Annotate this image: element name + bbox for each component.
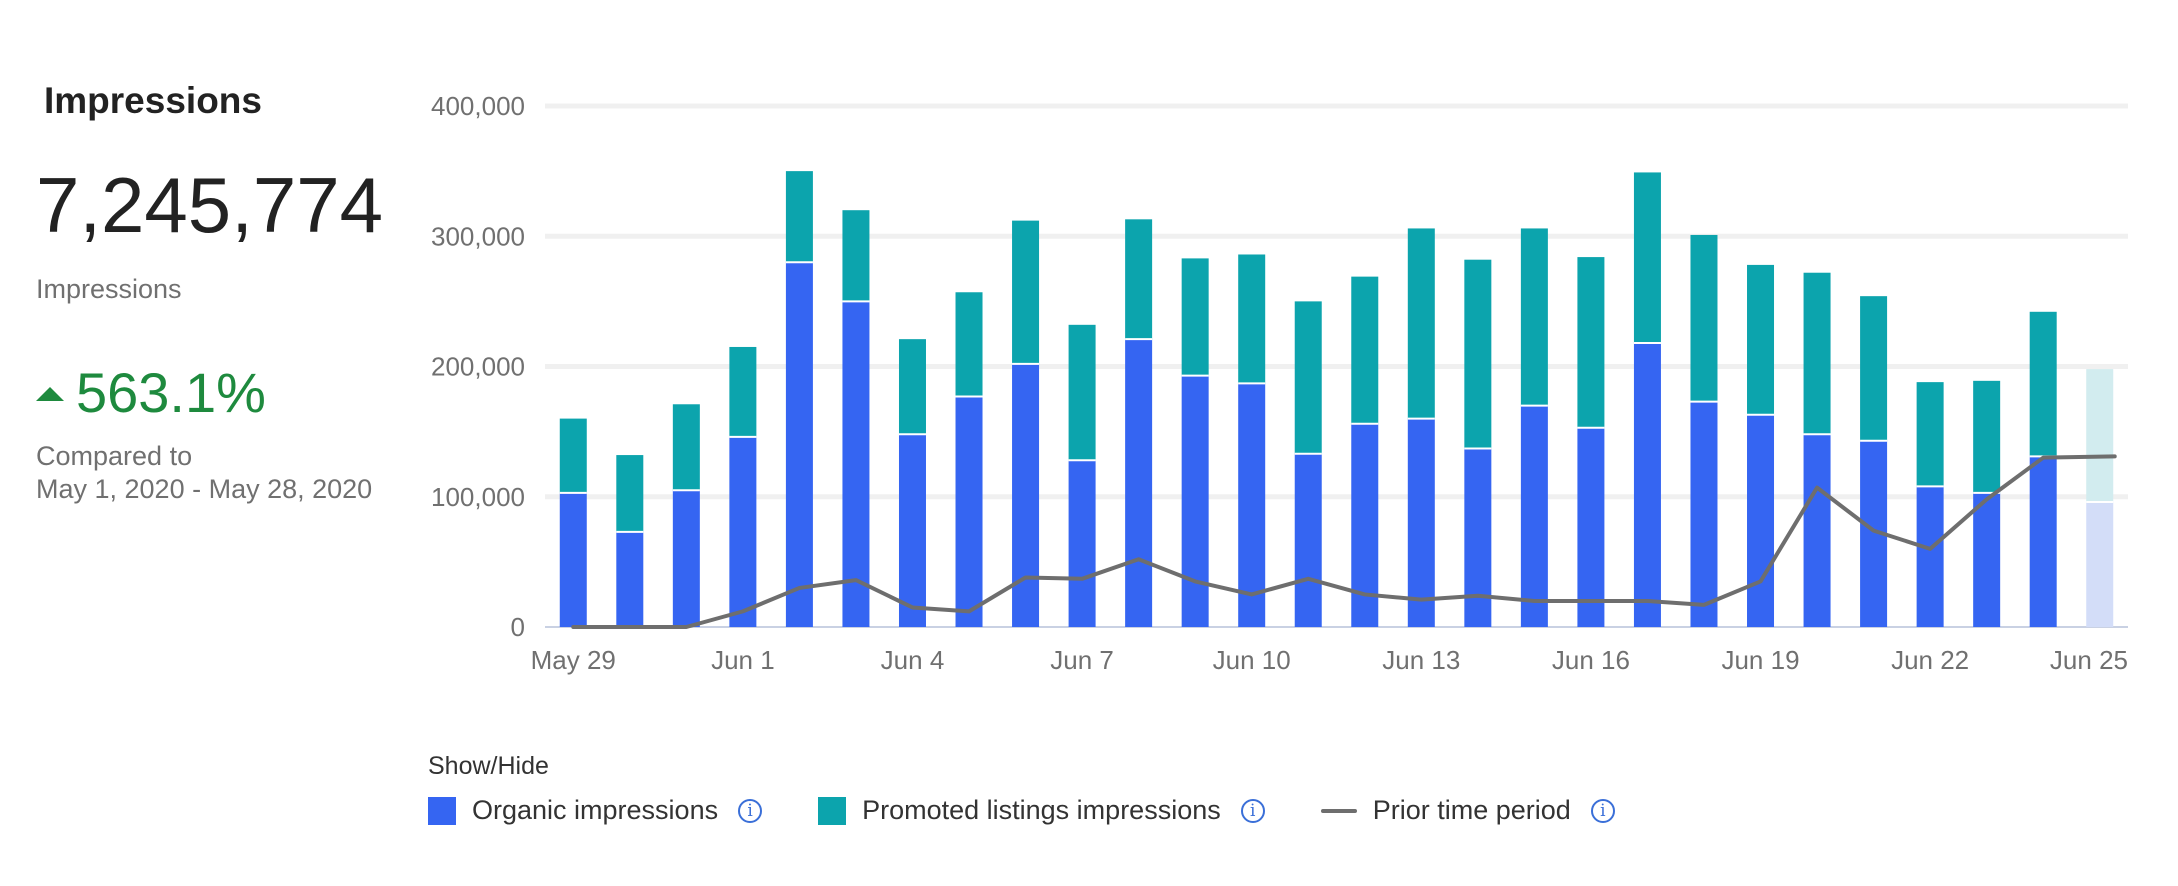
bar-organic[interactable] bbox=[729, 436, 757, 627]
comparison-text: Compared to May 1, 2020 - May 28, 2020 bbox=[36, 440, 372, 506]
x-tick-label: Jun 7 bbox=[1050, 645, 1114, 675]
bar-organic[interactable] bbox=[559, 492, 587, 627]
info-icon[interactable]: i bbox=[738, 798, 763, 823]
y-tick-label: 300,000 bbox=[431, 221, 525, 251]
bar-promoted[interactable] bbox=[898, 339, 926, 435]
bar-promoted[interactable] bbox=[1803, 272, 1831, 435]
bar-organic[interactable] bbox=[1407, 418, 1435, 627]
info-icon[interactable]: i bbox=[1590, 798, 1615, 823]
bar-promoted[interactable] bbox=[1238, 254, 1266, 384]
arrow-up-icon bbox=[36, 386, 64, 401]
legend-item-prior[interactable]: Prior time period i bbox=[1320, 795, 1615, 826]
bar-promoted[interactable] bbox=[1747, 264, 1775, 415]
bar-promoted[interactable] bbox=[1973, 380, 2001, 493]
bar-organic[interactable] bbox=[1577, 427, 1605, 627]
x-tick-label: Jun 10 bbox=[1213, 645, 1291, 675]
x-tick-label: Jun 25 bbox=[2050, 645, 2128, 675]
info-icon[interactable]: i bbox=[1240, 798, 1265, 823]
x-tick-label: Jun 22 bbox=[1891, 645, 1969, 675]
x-axis-labels: May 29 Jun 1 Jun 4 Jun 7 Jun 10 Jun 13 Jun 16 J… bbox=[531, 645, 2128, 675]
legend-label-prior: Prior time period bbox=[1372, 795, 1571, 825]
bar-promoted[interactable] bbox=[785, 171, 813, 263]
bar-organic[interactable] bbox=[1068, 460, 1096, 627]
bar-promoted[interactable] bbox=[955, 292, 983, 397]
x-tick-label: May 29 bbox=[531, 645, 616, 675]
legend-label-promoted: Promoted listings impressions bbox=[862, 795, 1221, 825]
bar-promoted[interactable] bbox=[1068, 324, 1096, 461]
bar-promoted[interactable] bbox=[616, 455, 644, 532]
bar-organic[interactable] bbox=[1690, 401, 1718, 627]
bar-promoted[interactable] bbox=[1690, 234, 1718, 402]
bar-organic[interactable] bbox=[1294, 453, 1322, 627]
bar-promoted[interactable] bbox=[2086, 369, 2114, 502]
y-tick-label: 100,000 bbox=[431, 482, 525, 512]
bar-organic[interactable] bbox=[1973, 492, 2001, 627]
bar-promoted[interactable] bbox=[1294, 301, 1322, 454]
bar-organic[interactable] bbox=[1916, 486, 1944, 627]
x-tick-label: Jun 19 bbox=[1721, 645, 1799, 675]
prior-swatch bbox=[1320, 808, 1357, 813]
bar-promoted[interactable] bbox=[2029, 311, 2057, 457]
bar-promoted[interactable] bbox=[1916, 382, 1944, 487]
total-impressions-label: Impressions bbox=[36, 274, 182, 304]
bar-organic[interactable] bbox=[1012, 363, 1040, 627]
bar-organic[interactable] bbox=[1238, 383, 1266, 627]
change-percent: 563.1% bbox=[76, 361, 266, 424]
bar-organic[interactable] bbox=[2086, 501, 2114, 627]
impressions-chart: 0 100,000 200,000 300,000 400,000 May 29 Jun … bbox=[431, 91, 2128, 675]
bar-organic[interactable] bbox=[1125, 339, 1153, 627]
y-tick-label: 200,000 bbox=[431, 352, 525, 382]
legend-title: Show/Hide bbox=[428, 752, 549, 780]
grid-lines bbox=[545, 103, 2128, 628]
comparison-label: Compared to bbox=[36, 441, 193, 471]
comparison-range: May 1, 2020 - May 28, 2020 bbox=[36, 474, 373, 504]
x-tick-label: Jun 13 bbox=[1382, 645, 1460, 675]
bar-promoted[interactable] bbox=[1125, 219, 1153, 340]
bar-organic[interactable] bbox=[898, 434, 926, 627]
bar-organic[interactable] bbox=[2029, 456, 2057, 627]
bar-organic[interactable] bbox=[1803, 434, 1831, 627]
bar-organic[interactable] bbox=[955, 396, 983, 627]
bar-organic[interactable] bbox=[842, 301, 870, 627]
organic-swatch bbox=[428, 796, 456, 825]
bar-promoted[interactable] bbox=[672, 404, 700, 491]
bar-promoted[interactable] bbox=[559, 418, 587, 493]
x-tick-label: Jun 16 bbox=[1552, 645, 1630, 675]
legend-item-organic[interactable]: Organic impressions i bbox=[428, 795, 763, 826]
prior-period-line bbox=[571, 454, 2117, 629]
promoted-swatch bbox=[818, 796, 847, 825]
bar-organic[interactable] bbox=[616, 531, 644, 627]
bar-organic[interactable] bbox=[1520, 405, 1548, 627]
metric-title: Impressions bbox=[44, 80, 262, 121]
bars bbox=[559, 171, 2114, 627]
bar-promoted[interactable] bbox=[1012, 220, 1040, 364]
bar-promoted[interactable] bbox=[1860, 296, 1888, 441]
y-axis-labels: 0 100,000 200,000 300,000 400,000 bbox=[431, 91, 525, 642]
bar-promoted[interactable] bbox=[842, 210, 870, 302]
change-indicator: 563.1% bbox=[36, 360, 266, 425]
prior-period-series[interactable] bbox=[571, 454, 2117, 629]
bar-organic[interactable] bbox=[1747, 414, 1775, 627]
bar-promoted[interactable] bbox=[1577, 257, 1605, 428]
legend-item-promoted[interactable]: Promoted listings impressions i bbox=[818, 795, 1265, 826]
legend: Show/Hide Organic impressions i Promoted… bbox=[428, 752, 1671, 826]
bar-organic[interactable] bbox=[672, 490, 700, 627]
total-impressions-value: 7,245,774 bbox=[36, 161, 384, 249]
bar-organic[interactable] bbox=[1633, 343, 1661, 627]
bar-promoted[interactable] bbox=[1633, 172, 1661, 344]
bar-promoted[interactable] bbox=[1351, 276, 1379, 424]
x-tick-label: Jun 1 bbox=[711, 645, 775, 675]
bar-promoted[interactable] bbox=[729, 346, 757, 437]
y-tick-label: 400,000 bbox=[431, 91, 525, 121]
y-tick-label: 0 bbox=[511, 612, 525, 642]
legend-label-organic: Organic impressions bbox=[472, 795, 719, 825]
bar-organic[interactable] bbox=[1181, 375, 1209, 627]
x-tick-label: Jun 4 bbox=[881, 645, 945, 675]
bar-organic[interactable] bbox=[1464, 448, 1492, 627]
bar-promoted[interactable] bbox=[1464, 259, 1492, 449]
bar-organic[interactable] bbox=[785, 262, 813, 627]
bar-promoted[interactable] bbox=[1520, 228, 1548, 406]
bar-promoted[interactable] bbox=[1181, 258, 1209, 376]
bar-promoted[interactable] bbox=[1407, 228, 1435, 419]
